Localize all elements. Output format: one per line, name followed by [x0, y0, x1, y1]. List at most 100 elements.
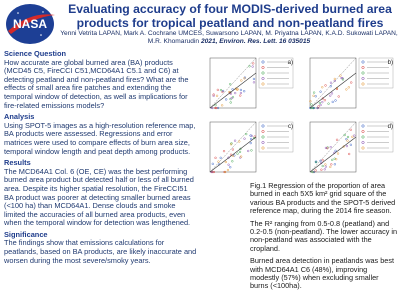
legend-symbol: [261, 82, 265, 86]
point: [239, 94, 242, 97]
point: [342, 145, 345, 148]
legend-symbol: [361, 124, 365, 128]
legend-symbol: [261, 60, 265, 64]
point: [311, 106, 315, 110]
point: [339, 74, 342, 77]
point: [236, 88, 239, 91]
point: [226, 168, 230, 172]
point: [323, 99, 326, 102]
point: [349, 128, 352, 131]
legend-symbol: [261, 71, 265, 75]
point: [348, 152, 351, 156]
point: [239, 147, 242, 150]
point: [347, 86, 350, 89]
panel-label: a): [288, 60, 293, 66]
one-to-one-line: [309, 121, 357, 173]
panel-label: b): [388, 60, 393, 66]
point: [351, 135, 354, 138]
point: [217, 160, 220, 163]
legend-symbol: [361, 71, 365, 75]
point: [243, 77, 246, 80]
figure: a) b) c) d): [209, 57, 394, 174]
point: [250, 149, 253, 152]
point: [346, 135, 350, 139]
point: [233, 154, 236, 157]
point: [335, 87, 339, 91]
point: [232, 154, 235, 157]
point: [231, 88, 234, 91]
point: [219, 88, 223, 92]
legend-symbol: [361, 146, 365, 150]
legend-symbol: [261, 124, 265, 128]
legend-symbol: [361, 141, 365, 144]
one-to-one-line: [209, 57, 257, 109]
point: [320, 168, 323, 171]
point: [230, 97, 233, 100]
point: [212, 93, 215, 96]
point: [323, 168, 326, 171]
point: [331, 158, 334, 161]
point: [248, 65, 251, 68]
point: [215, 106, 218, 110]
legend-symbol: [361, 135, 365, 139]
section-text: The MCD64A1 Col. 6 (OE, CE) was the best…: [4, 166, 194, 228]
point: [224, 170, 227, 174]
legend-symbol: [261, 135, 265, 139]
point: [349, 143, 352, 146]
point: [214, 156, 217, 159]
legend-symbol: [261, 66, 265, 69]
fit-line: [309, 136, 357, 173]
point: [229, 153, 233, 156]
point: [230, 142, 233, 145]
point: [321, 101, 324, 104]
point: [335, 138, 339, 141]
point: [238, 150, 242, 153]
one-to-one-line: [209, 121, 257, 173]
point: [311, 170, 314, 174]
point: [214, 104, 217, 107]
caption-column: Fig.1 Regression of the proportion of ar…: [250, 182, 398, 300]
point: [345, 88, 348, 91]
point: [329, 165, 332, 169]
legend-symbol: [361, 82, 365, 86]
one-to-one-line: [309, 57, 357, 109]
section-text: The findings show that emissions calcula…: [4, 238, 197, 265]
nasa-logo: NASA: [6, 4, 55, 44]
point: [319, 90, 322, 93]
point: [214, 106, 217, 110]
point: [309, 100, 312, 103]
point: [212, 170, 216, 174]
point: [334, 149, 337, 152]
point: [211, 170, 214, 174]
point: [236, 152, 239, 155]
point: [346, 139, 349, 142]
point: [229, 83, 232, 86]
point: [331, 100, 334, 104]
panel-label: d): [388, 124, 393, 130]
point: [321, 97, 324, 100]
point: [227, 163, 230, 166]
point: [222, 150, 226, 153]
point: [223, 170, 226, 174]
section-text: Using SPOT-5 images as a high-resolution…: [4, 120, 196, 156]
section-text: How accurate are global burned area (BA)…: [4, 57, 189, 110]
point: [240, 79, 243, 82]
point: [216, 88, 219, 91]
point: [319, 159, 322, 162]
point: [334, 99, 337, 102]
point: [221, 90, 224, 93]
point: [211, 162, 214, 165]
point: [329, 94, 332, 97]
point: [225, 98, 228, 101]
legend-symbol: [361, 66, 365, 69]
point: [324, 163, 327, 166]
point: [327, 102, 330, 105]
point: [252, 62, 255, 65]
point: [224, 160, 227, 164]
point: [324, 165, 327, 168]
point: [353, 134, 356, 137]
point: [330, 163, 333, 166]
point: [245, 132, 248, 136]
point: [341, 77, 344, 80]
point: [221, 104, 224, 107]
